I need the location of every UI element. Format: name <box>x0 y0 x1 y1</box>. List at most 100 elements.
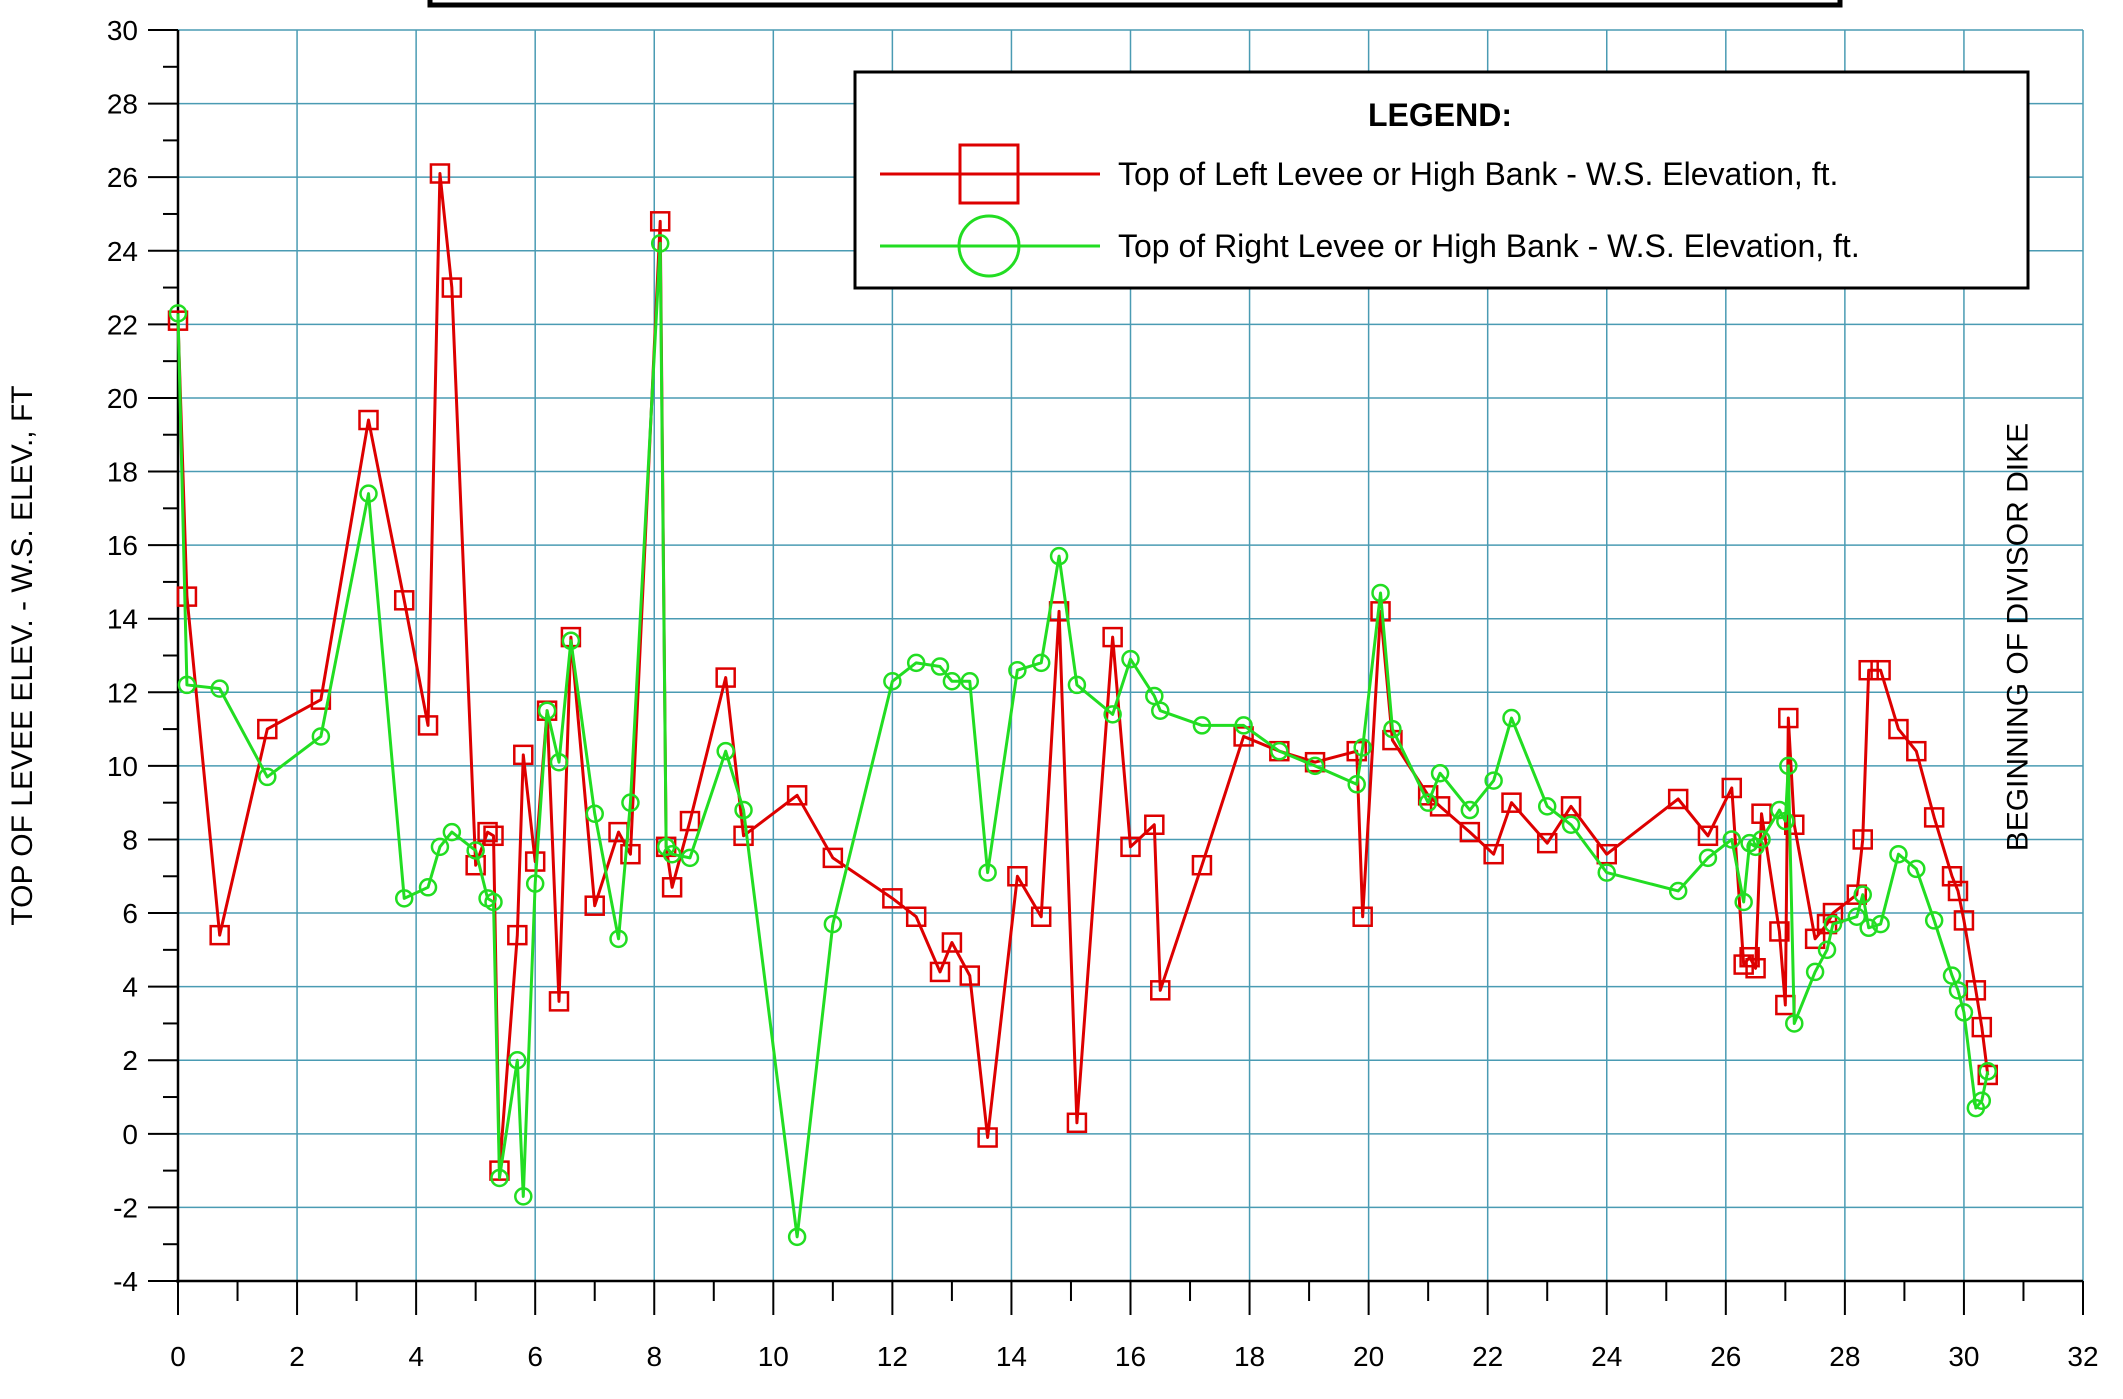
data-point-square <box>1852 829 1873 850</box>
data-point-circle <box>1502 708 1521 728</box>
legend-label-right-levee: Top of Right Levee or High Bank - W.S. E… <box>1118 228 1860 264</box>
legend-title: LEGEND: <box>1368 97 1512 133</box>
data-point-square <box>1923 807 1945 828</box>
data-point-circle <box>418 878 438 897</box>
legend: LEGEND: Top of Left Levee or High Bank -… <box>853 70 2030 290</box>
legend-square-marker <box>958 143 1020 205</box>
series-0 <box>167 163 1998 1181</box>
x-tick-label: 28 <box>1829 1341 1860 1372</box>
data-point-square <box>679 810 701 832</box>
data-point-circle <box>906 653 926 673</box>
data-point-circle <box>1067 675 1087 695</box>
data-point-square <box>1784 814 1805 836</box>
data-point-circle <box>466 841 485 860</box>
data-point-circle <box>210 679 229 698</box>
data-point-circle <box>514 1187 533 1206</box>
data-point-square <box>1947 880 1969 902</box>
data-point-circle <box>883 672 902 691</box>
x-tick-label: 26 <box>1710 1341 1741 1372</box>
data-point-circle <box>930 657 950 676</box>
data-point-square <box>1233 726 1254 747</box>
data-point-square <box>1941 866 1963 887</box>
data-point-square <box>1066 1112 1088 1134</box>
data-point-square <box>548 991 570 1012</box>
y-tick-label: 14 <box>107 604 138 635</box>
data-point-square <box>1417 785 1439 806</box>
data-point-square <box>929 961 951 983</box>
data-point-circle <box>1668 881 1688 901</box>
data-point-square <box>1822 902 1844 924</box>
data-point-square <box>1733 954 1754 975</box>
data-point-square <box>257 718 278 740</box>
data-point-square <box>1906 740 1927 762</box>
data-point-square <box>1536 832 1558 854</box>
y-tick-label: 16 <box>107 530 138 561</box>
data-point-circle <box>609 929 628 949</box>
data-point-circle <box>680 848 700 868</box>
data-point-circle <box>1805 962 1825 982</box>
data-point-circle <box>1484 771 1503 790</box>
data-point-circle <box>960 672 980 691</box>
data-point-square <box>417 715 439 736</box>
data-point-circle <box>662 844 682 864</box>
data-point-square <box>1971 1016 1993 1038</box>
data-point-circle <box>484 892 503 912</box>
data-point-circle <box>978 863 997 882</box>
data-point-circle <box>1859 918 1878 938</box>
data-point-circle <box>942 672 962 691</box>
data-point-circle <box>650 234 670 253</box>
data-point-square <box>1459 821 1481 843</box>
data-point-circle <box>1785 1014 1804 1033</box>
data-point-circle <box>1234 716 1253 735</box>
y-tick-label: 10 <box>107 751 138 782</box>
data-point-circle <box>1954 1003 1974 1022</box>
data-point-square <box>649 211 671 232</box>
legend-circle-marker <box>957 214 1021 278</box>
x-tick-label: 14 <box>996 1341 1027 1372</box>
data-point-square <box>1144 814 1165 836</box>
data-point-circle <box>1779 756 1798 776</box>
x-tick-label: 22 <box>1472 1341 1503 1372</box>
data-point-circle <box>1871 914 1890 934</box>
data-point-circle <box>1948 981 1968 1000</box>
data-point-circle <box>1460 800 1480 820</box>
data-point-square <box>1977 1064 1998 1086</box>
y-tick-label: 6 <box>122 898 138 929</box>
data-point-circle <box>585 804 604 823</box>
data-point-square <box>584 895 605 916</box>
data-point-square <box>822 847 844 869</box>
legend-entry-right-levee: Top of Right Levee or High Bank - W.S. E… <box>880 214 1860 278</box>
data-point-circle <box>1430 763 1450 783</box>
y-tick-label: 12 <box>107 677 138 708</box>
data-point-circle <box>1353 738 1372 757</box>
data-point-circle <box>394 889 414 908</box>
data-point-square <box>477 821 498 843</box>
y-tick-label: 4 <box>122 972 138 1003</box>
data-point-circle <box>525 874 545 893</box>
data-point-circle <box>1371 583 1390 603</box>
data-point-square <box>620 843 641 865</box>
data-point-circle <box>508 1050 527 1070</box>
data-point-square <box>1745 958 1766 979</box>
data-point-circle <box>1383 719 1402 739</box>
data-point-square <box>733 825 754 847</box>
y-tick-label: 28 <box>107 89 138 120</box>
data-point-circle <box>1823 914 1843 934</box>
data-point-square <box>1007 866 1028 887</box>
y-tick-label: -2 <box>113 1192 138 1223</box>
data-point-square <box>1352 906 1373 927</box>
x-tick-label: 2 <box>289 1341 305 1372</box>
data-point-circle <box>1031 653 1051 673</box>
data-point-square <box>715 667 736 688</box>
data-point-square <box>977 1127 998 1148</box>
x-tick-label: 18 <box>1234 1341 1265 1372</box>
data-point-circle <box>1924 911 1944 930</box>
data-point-circle <box>1889 844 1908 864</box>
data-point-circle <box>430 837 450 857</box>
data-point-circle <box>168 304 188 323</box>
data-point-circle <box>258 767 277 787</box>
annotation-layer: BEGINNING OF DIVISOR DIKE <box>2002 423 2035 851</box>
annotation-divisor-dike: BEGINNING OF DIVISOR DIKE <box>2002 423 2035 851</box>
